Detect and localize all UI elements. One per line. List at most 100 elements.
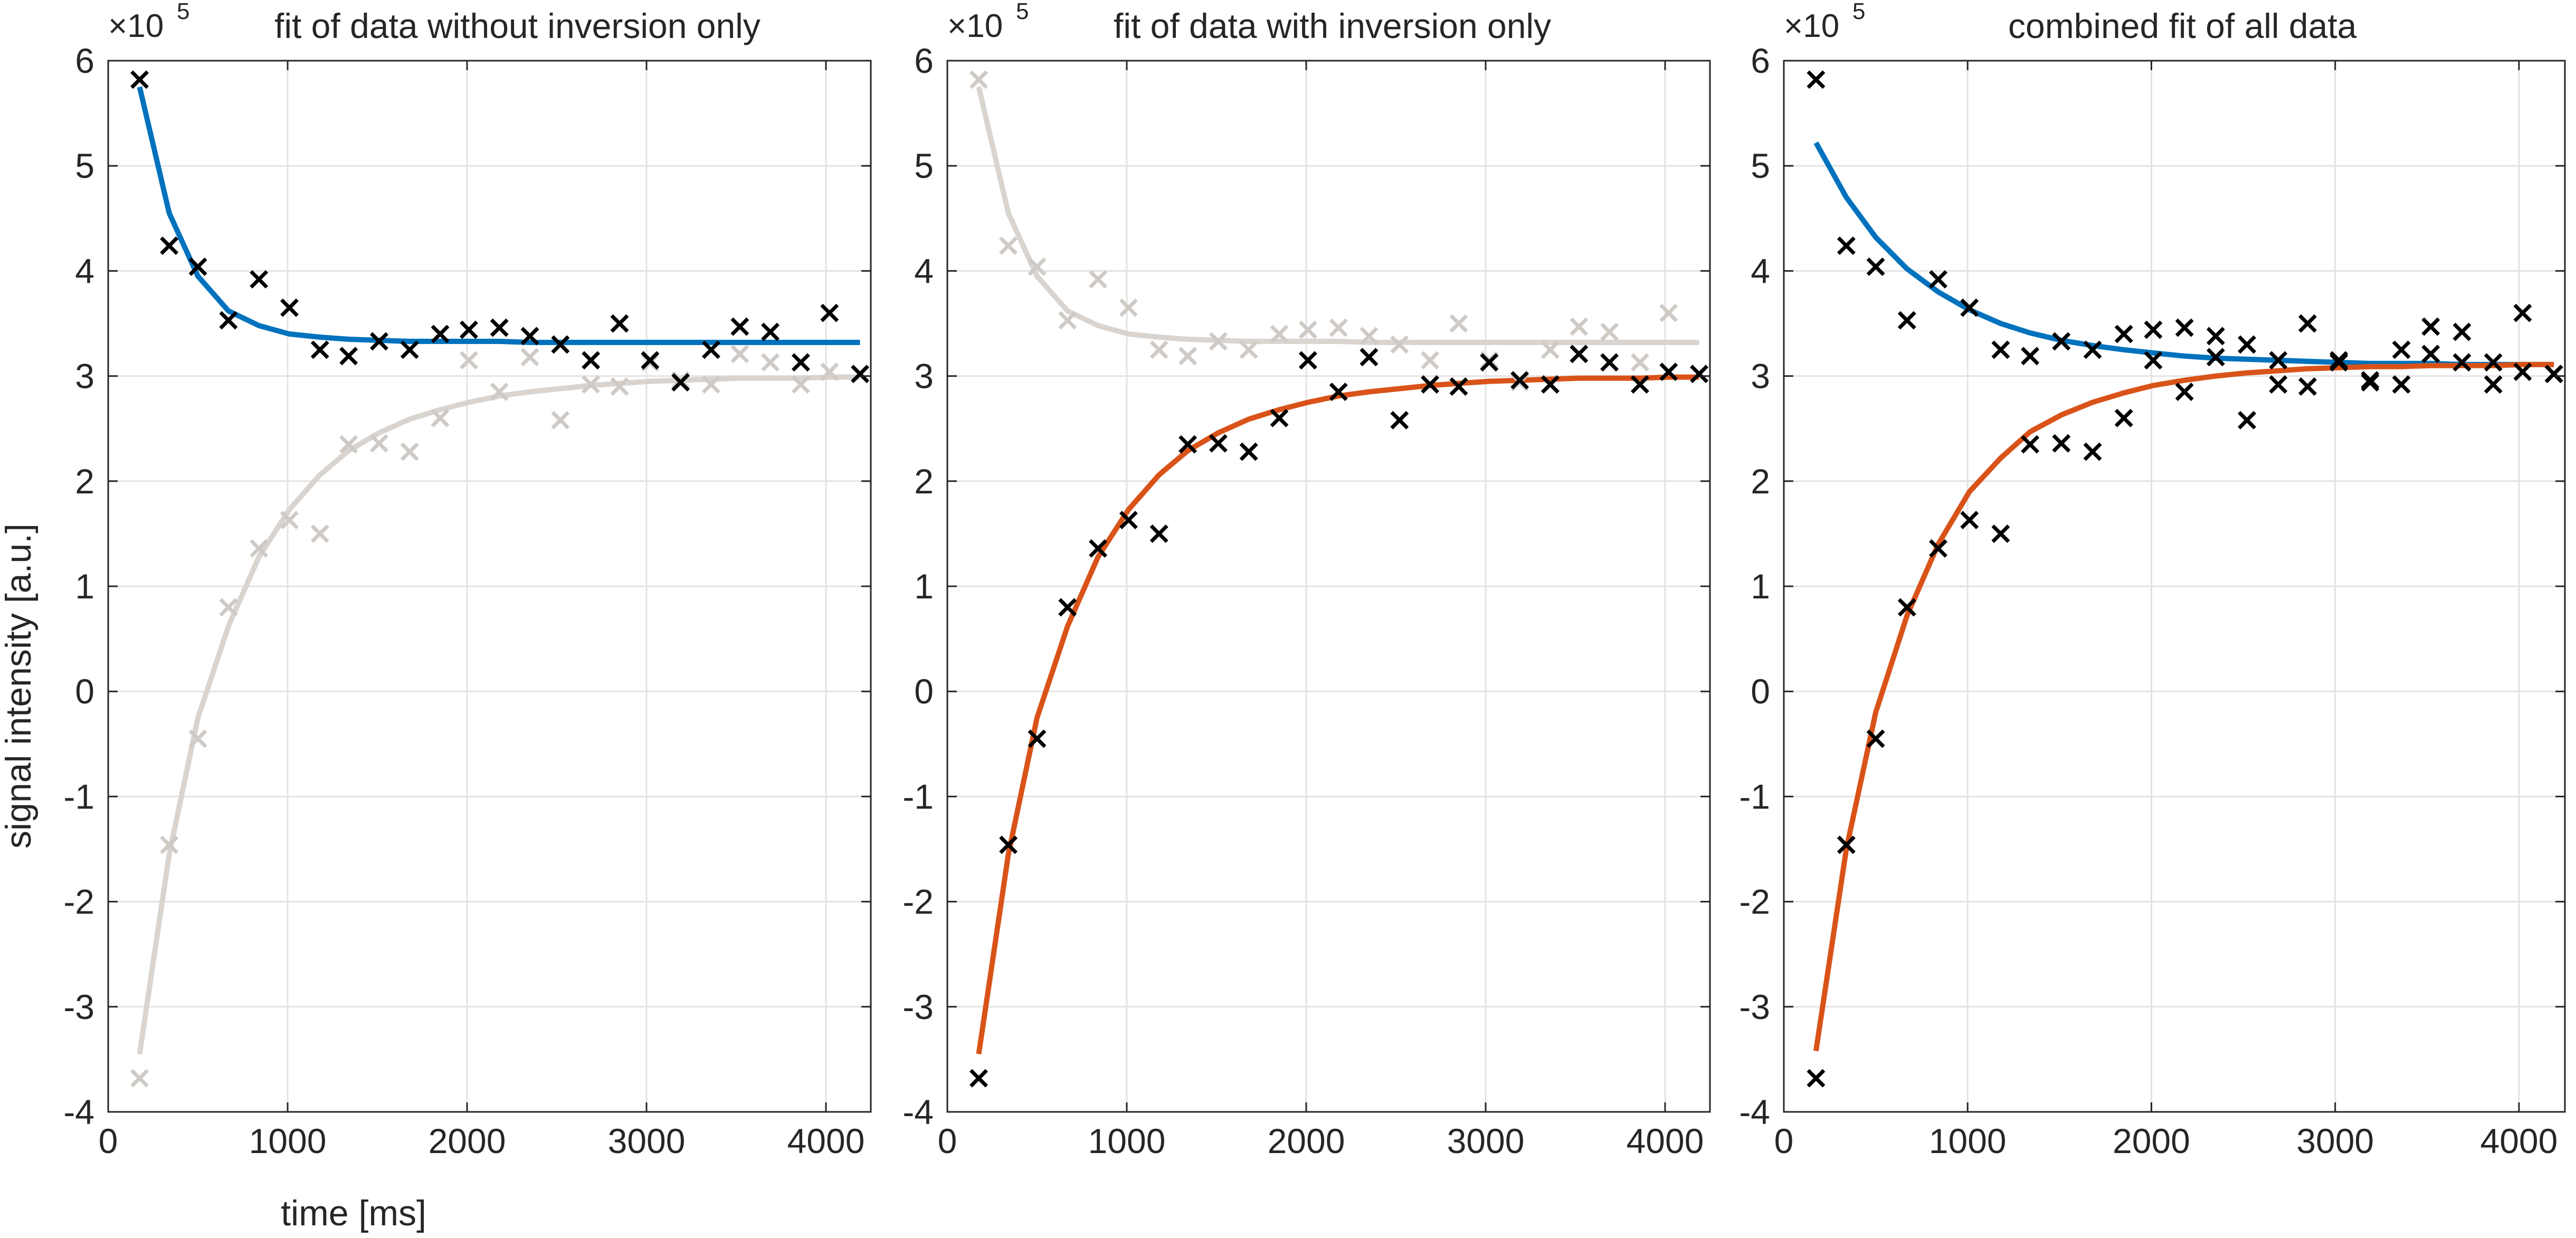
marker-without-inversion xyxy=(431,325,450,344)
marker-stroke xyxy=(520,327,539,346)
marker-stroke xyxy=(188,729,207,748)
marker-stroke xyxy=(1329,318,1348,337)
marker-stroke xyxy=(1807,70,1826,89)
marker-stroke xyxy=(1360,327,1379,346)
data-markers xyxy=(130,70,870,1088)
tick-labels: 0 1000 2000 3000 4000 -4 -3 -2 -1 0 1 2 3 4 5 6 xyxy=(63,41,871,1160)
marker-with-inversion xyxy=(730,345,749,364)
marker-stroke xyxy=(999,236,1018,255)
marker-stroke xyxy=(339,347,358,366)
marker-stroke xyxy=(1239,340,1258,359)
y-tick-label: -1 xyxy=(63,777,94,816)
marker-with-inversion xyxy=(2144,351,2163,370)
marker-without-inversion xyxy=(400,340,419,359)
data-markers xyxy=(969,70,1709,1088)
marker-stroke xyxy=(1600,353,1619,372)
marker-with-inversion xyxy=(1209,434,1228,453)
marker-stroke xyxy=(2421,345,2440,364)
marker-stroke xyxy=(1449,377,1468,396)
x-tick-label: 3000 xyxy=(2296,1121,2374,1160)
marker-stroke xyxy=(2513,303,2532,322)
marker-stroke xyxy=(130,70,149,89)
marker-stroke xyxy=(2544,365,2563,384)
marker-without-inversion xyxy=(1028,257,1047,276)
y-tick-label: 3 xyxy=(914,357,934,396)
marker-with-inversion xyxy=(2052,434,2071,453)
marker-stroke xyxy=(280,511,299,529)
marker-stroke xyxy=(2238,411,2257,430)
marker-stroke xyxy=(851,365,870,384)
marker-stroke xyxy=(459,320,478,339)
marker-without-inversion xyxy=(160,236,179,255)
marker-stroke xyxy=(999,835,1018,854)
marker-stroke xyxy=(820,303,839,322)
marker-without-inversion xyxy=(582,351,601,370)
fit-line-without-inversion xyxy=(976,86,1699,345)
y-tick-label: -4 xyxy=(902,1092,934,1131)
marker-stroke xyxy=(250,270,269,289)
x-tick-label: 3000 xyxy=(608,1121,686,1160)
marker-without-inversion xyxy=(130,70,149,89)
marker-stroke xyxy=(1570,345,1589,364)
marker-with-inversion xyxy=(520,348,539,367)
marker-stroke xyxy=(431,325,450,344)
marker-stroke xyxy=(761,322,780,341)
marker-stroke xyxy=(2453,322,2472,341)
marker-with-inversion xyxy=(2269,375,2288,394)
y-tick-label: 6 xyxy=(1751,41,1770,80)
marker-stroke xyxy=(2513,363,2532,382)
marker-with-inversion xyxy=(1028,729,1047,748)
marker-with-inversion xyxy=(1690,365,1709,384)
marker-stroke xyxy=(2175,318,2194,337)
marker-with-inversion xyxy=(310,524,329,543)
marker-with-inversion xyxy=(610,377,629,396)
y-tick-label: -2 xyxy=(63,882,94,921)
marker-with-inversion xyxy=(2484,375,2503,394)
marker-stroke xyxy=(610,314,629,333)
marker-stroke xyxy=(2453,353,2472,372)
x-tick-label: 1000 xyxy=(1088,1121,1166,1160)
marker-stroke xyxy=(2144,351,2163,370)
marker-without-inversion xyxy=(2114,325,2133,344)
marker-stroke xyxy=(1421,351,1440,370)
marker-with-inversion xyxy=(1270,408,1289,427)
marker-stroke xyxy=(1298,351,1317,370)
marker-with-inversion xyxy=(582,375,601,394)
marker-with-inversion xyxy=(1600,353,1619,372)
marker-stroke xyxy=(1178,435,1197,454)
marker-without-inversion xyxy=(1329,318,1348,337)
y-tick-label: -1 xyxy=(1739,777,1770,816)
fit-curves xyxy=(976,86,1699,1055)
marker-without-inversion xyxy=(610,314,629,333)
marker-stroke xyxy=(1329,383,1348,401)
marker-with-inversion xyxy=(250,539,269,558)
exponent-power: 5 xyxy=(177,0,189,24)
marker-without-inversion xyxy=(1119,298,1138,317)
marker-without-inversion xyxy=(1659,303,1678,322)
marker-stroke xyxy=(761,353,780,372)
marker-stroke xyxy=(2114,408,2133,427)
marker-stroke xyxy=(730,345,749,364)
marker-with-inversion xyxy=(431,408,450,427)
marker-without-inversion xyxy=(2206,327,2225,346)
panel-title: fit of data with inversion only xyxy=(1114,6,1551,45)
marker-with-inversion xyxy=(280,511,299,529)
marker-without-inversion xyxy=(2238,335,2257,354)
marker-stroke xyxy=(369,434,388,453)
fit-line-with-inversion xyxy=(1813,361,2554,1052)
panel-without-inversion: 0 1000 2000 3000 4000 -4 -3 -2 -1 0 1 2 3 4 5 6 ×10 5 f… xyxy=(63,0,872,1160)
marker-stroke xyxy=(431,408,450,427)
marker-stroke xyxy=(1897,598,1916,617)
marker-with-inversion xyxy=(1541,375,1560,394)
marker-with-inversion xyxy=(1360,348,1379,367)
marker-with-inversion xyxy=(1449,377,1468,396)
marker-without-inversion xyxy=(1897,311,1916,330)
marker-without-inversion xyxy=(280,298,299,317)
marker-stroke xyxy=(219,598,238,617)
marker-stroke xyxy=(1119,298,1138,317)
marker-stroke xyxy=(1421,375,1440,394)
marker-without-inversion xyxy=(1866,257,1885,276)
marker-stroke xyxy=(2361,371,2380,390)
marker-stroke xyxy=(1929,539,1947,558)
marker-without-inversion xyxy=(2484,353,2503,372)
